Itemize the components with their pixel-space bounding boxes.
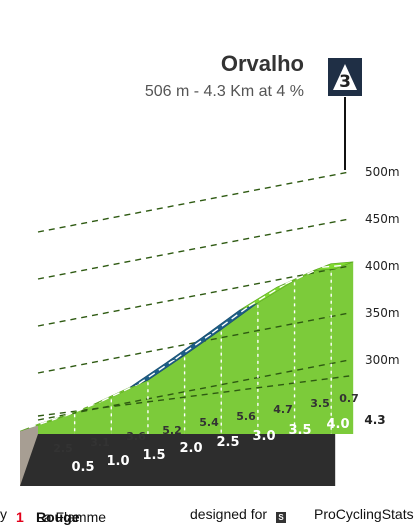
profile-face-segment — [38, 412, 75, 434]
profile-face-segment — [331, 261, 354, 434]
pcs-name: ProCyclingStats — [314, 506, 414, 522]
y-axis-ticks: 500m 450m 400m 350m 300m — [365, 165, 400, 367]
segment-gradient-label: 2.5 — [53, 442, 73, 455]
flamme-rouge-name-bold: Rouge — [36, 509, 80, 525]
profile-face — [38, 261, 354, 434]
profile-top-segment — [313, 261, 354, 271]
y-tick-label: 500m — [365, 165, 400, 179]
segment-gradient-label: 3.6 — [126, 430, 146, 443]
km-marker-label: 1.0 — [106, 454, 129, 469]
km-marker-label: 3.5 — [288, 423, 311, 438]
segment-gradients: 2.5 3.1 3.6 5.2 5.4 5.6 4.7 3.5 0.7 — [53, 392, 359, 455]
segment-gradient-label: 3.5 — [310, 397, 330, 410]
profile-face-segment — [257, 280, 295, 434]
grid-line — [37, 171, 350, 233]
end-km-label: 4.3 — [364, 413, 385, 427]
profile-face-segment — [111, 380, 148, 434]
footer-fragment: y — [0, 506, 7, 522]
y-tick-label: 400m — [365, 259, 400, 273]
profile-centre-dash — [65, 400, 103, 417]
base-band — [20, 434, 336, 486]
profile-centre-dash — [211, 305, 250, 334]
y-tick-label: 450m — [365, 212, 400, 226]
climb-stats: 506 m - 4.3 Km at 4 % — [145, 83, 304, 100]
category-triangle — [333, 64, 357, 90]
grid-line — [37, 265, 350, 327]
grid-line — [37, 218, 350, 280]
profile-face-segment — [221, 302, 258, 434]
segment-gradient-label: 3.1 — [90, 436, 110, 449]
segment-gradient-label: 4.7 — [273, 403, 293, 416]
flamme-rouge-name-regular: La Flamme — [36, 509, 107, 525]
pcs-letter-s: S — [276, 512, 286, 523]
designed-for-label: designed for — [190, 506, 268, 522]
y-tick-label: 350m — [365, 306, 400, 320]
km-marker-label: 2.5 — [216, 435, 239, 450]
km-marker-label: 1.5 — [142, 448, 165, 463]
profile-top-strip — [19, 261, 354, 432]
profile-centre-dash — [138, 358, 176, 385]
segment-gradient-label: 5.6 — [236, 410, 256, 423]
grid-line — [37, 375, 350, 417]
profile-face-segment — [74, 397, 112, 434]
climb-name: Orvalho — [221, 51, 304, 76]
elevation-grid — [37, 171, 350, 434]
profile-face-segment — [147, 355, 185, 434]
y-tick-label: 300m — [365, 353, 400, 367]
profile-centre-dash — [322, 264, 345, 268]
profile-face-segment — [294, 263, 332, 434]
km-marker-label: 0.5 — [71, 460, 94, 475]
flamme-rouge-mark: 1 — [16, 509, 24, 525]
km-marker-label: 2.0 — [179, 441, 202, 456]
km-marker-label: 4.0 — [326, 417, 349, 432]
grid-line — [37, 359, 350, 421]
segment-gradient-label: 0.7 — [339, 392, 359, 405]
left-wall — [20, 424, 38, 486]
grid-line — [37, 312, 350, 374]
profile-centre-dash — [102, 383, 140, 402]
profile-centre-dash — [175, 332, 213, 360]
category-number: 3 — [339, 72, 351, 92]
profile-face-segment — [184, 329, 222, 434]
profile-centre-dash — [28, 415, 66, 429]
segment-gradient-label: 5.4 — [199, 416, 219, 429]
km-markers: 0.5 1.0 1.5 2.0 2.5 3.0 3.5 4.0 4.3 — [71, 413, 385, 475]
segment-gradient-label: 5.2 — [162, 424, 182, 437]
profile-centre-dash — [285, 266, 323, 285]
km-marker-label: 3.0 — [252, 429, 275, 444]
